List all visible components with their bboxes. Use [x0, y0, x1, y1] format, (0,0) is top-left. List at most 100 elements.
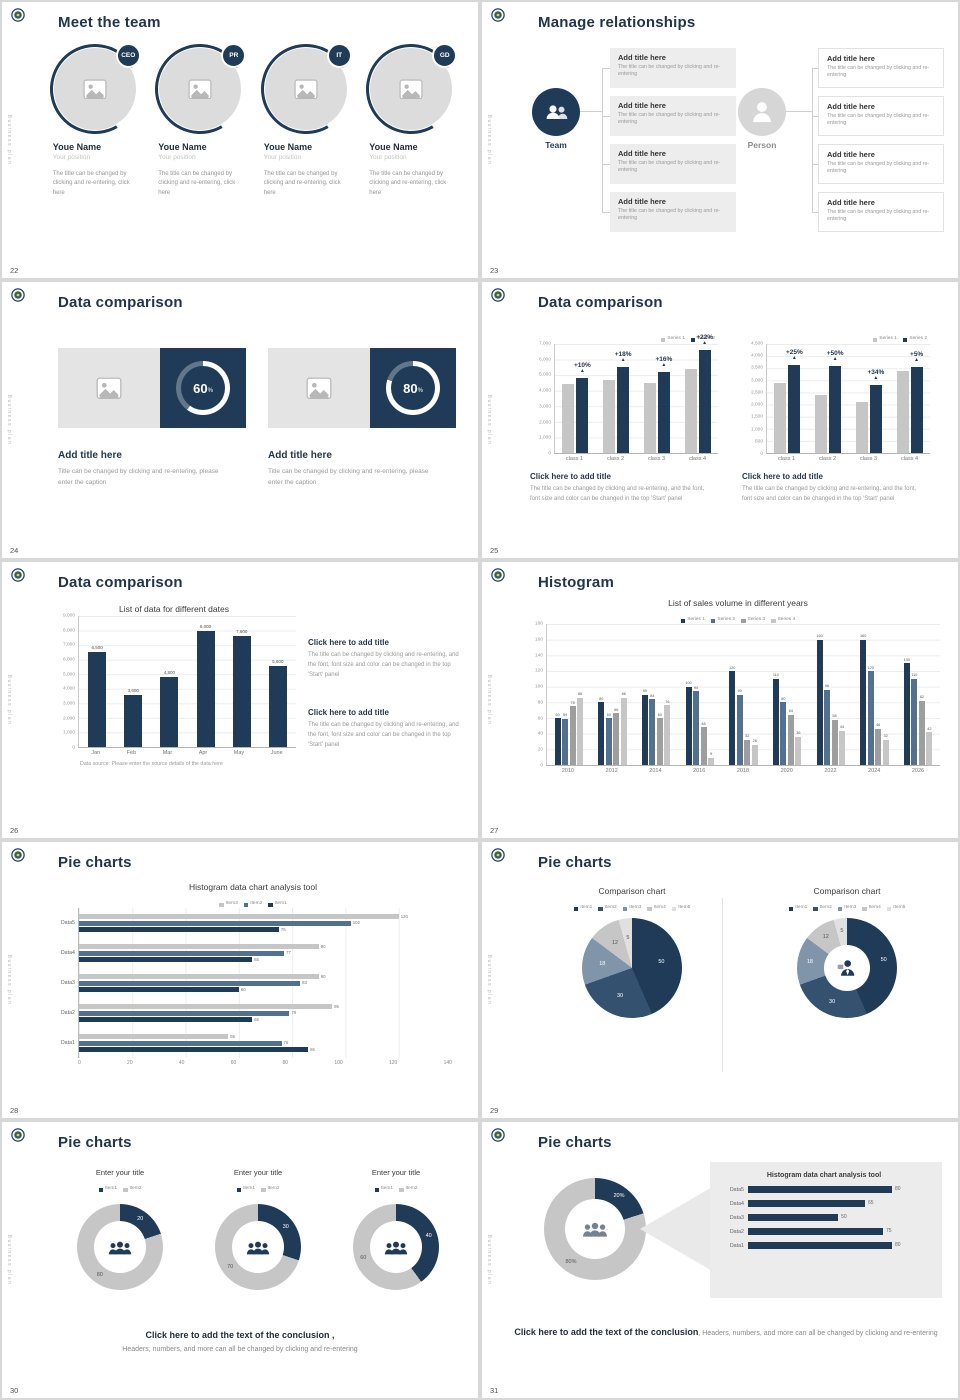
axis-tick: Data4	[60, 950, 75, 956]
slide-27[interactable]: Business plan Histogram List of sales vo…	[482, 562, 958, 838]
photo-placeholder[interactable]	[53, 48, 136, 130]
item-title: Add title here	[827, 198, 875, 207]
x-axis: 0 20 40 60 80 100 120 140	[78, 1058, 452, 1066]
axis-tick: 7,000	[62, 642, 75, 648]
slide-23[interactable]: Business plan Manage relationships Team …	[482, 2, 958, 278]
axis-tick: 80	[282, 1060, 289, 1066]
image-placeholder[interactable]	[268, 348, 370, 428]
legend-item: Item3	[219, 902, 238, 907]
school-logo-icon	[11, 288, 25, 302]
value-label: 56	[230, 1033, 235, 1039]
legend-item: Item3	[837, 906, 856, 911]
value-label: 60	[606, 712, 611, 717]
axis-tick: 9,000	[62, 613, 75, 619]
axis-tick: 100	[534, 684, 543, 690]
chart-title: Histogram data chart analysis tool	[766, 1172, 882, 1179]
member-position: Your position	[52, 154, 91, 161]
slide-title: Data comparison	[58, 294, 183, 311]
image-placeholder[interactable]	[58, 348, 160, 428]
relation-item[interactable]: Add title here The title can be changed b…	[610, 48, 736, 88]
axis-tick: 2,000	[750, 402, 763, 408]
value-label: 75	[280, 926, 286, 932]
axis-tick: class 3	[647, 456, 666, 462]
relation-item[interactable]: Add title here The title can be changed b…	[610, 96, 736, 136]
chart-title: Enter your title	[233, 1168, 283, 1177]
axis-tick: 100	[334, 1060, 343, 1066]
value-label: 60	[657, 712, 663, 717]
value-label: 4,800	[163, 670, 176, 676]
school-logo-icon	[11, 1128, 25, 1142]
value-label: 42	[927, 726, 932, 731]
axis-tick: 7,000	[538, 341, 551, 347]
value-label: 76	[283, 1040, 289, 1045]
relation-item[interactable]: Add title here The title can be changed b…	[610, 192, 736, 232]
axis-tick: 60	[537, 716, 543, 722]
value-label: 120	[867, 665, 874, 670]
school-logo-icon	[11, 8, 25, 22]
bar: 80	[748, 1186, 901, 1193]
axis-tick: 80	[537, 700, 543, 706]
chart-legend: Series 1 Series 2	[530, 330, 718, 346]
donut-chart: 50 30 18 12 5	[797, 918, 897, 1018]
axis-tick: 1,000	[62, 730, 75, 736]
member-name: Youe Name	[158, 142, 207, 152]
delta-label: +34% ▲	[867, 368, 885, 381]
bar: +50% ▲	[827, 350, 844, 453]
slice-label: 60	[360, 1254, 367, 1261]
axis-tick: 2,000	[62, 716, 75, 722]
relation-item[interactable]: Add title here The title can be changed b…	[610, 144, 736, 184]
legend-item: Item1	[573, 906, 592, 911]
slice-label: 40	[425, 1233, 432, 1240]
axis-tick: 1,000	[538, 435, 551, 441]
axis-tick: 2018	[736, 768, 750, 774]
grid-cell: Business plan Data comparison List of da…	[0, 560, 480, 840]
chart-legend: Item1 Item2 Item3 Item4 Item5	[530, 899, 734, 915]
item-body: The title can be changed by clicking and…	[827, 209, 930, 223]
slide-31[interactable]: Business plan Pie charts 20% 80% Histogra…	[482, 1122, 958, 1398]
legend-item: Item2	[123, 1187, 142, 1192]
relation-item[interactable]: Add title here The title can be changed b…	[818, 48, 944, 88]
bar: 59	[562, 713, 569, 765]
value-label: 65	[867, 1200, 874, 1206]
axis-tick: 4,000	[750, 353, 763, 359]
value-label: 80	[599, 696, 604, 701]
slide-29[interactable]: Business plan Pie charts Comparison char…	[482, 842, 958, 1118]
legend-item: Item5	[671, 906, 690, 911]
legend-item: Series 3	[741, 618, 765, 623]
team-member: GD Youe Name Your position The title can…	[356, 33, 467, 198]
relation-item[interactable]: Add title here The title can be changed b…	[818, 192, 944, 232]
x-axis: Jan Feb Mar Apr May June	[78, 748, 296, 756]
chart-title: List of data for different dates	[119, 604, 229, 614]
slide-28[interactable]: Business plan Pie charts Histogram data …	[2, 842, 478, 1118]
value-label: 95	[334, 1003, 339, 1009]
caption-title: Click here to add title	[742, 472, 823, 481]
value-label: 160	[816, 634, 823, 639]
slice-label: 20	[137, 1216, 144, 1223]
axis-tick: class 1	[777, 456, 796, 462]
value-label: 86	[577, 692, 583, 697]
bar: 8,000	[196, 624, 215, 747]
bar: 7,600	[232, 629, 251, 747]
slice-label: 30	[829, 999, 836, 1006]
value-label: 48	[701, 721, 706, 726]
bar-group: +25% ▲	[774, 344, 803, 453]
axis-tick: 5,000	[538, 372, 551, 378]
chart-title: Enter your title	[95, 1168, 145, 1177]
caption-title: Click here to add title	[530, 472, 611, 481]
axis-tick: 2,000	[538, 420, 551, 426]
legend-item: Series 2	[902, 337, 927, 342]
slide-22[interactable]: Business plan Meet the team CEO Youe Nam…	[2, 2, 478, 278]
relation-item[interactable]: Add title here The title can be changed b…	[818, 96, 944, 136]
slide-26[interactable]: Business plan Data comparison List of da…	[2, 562, 478, 838]
slide-title: Meet the team	[58, 14, 161, 31]
y-axis: 9,000 8,000 7,000 6,000 5,000 4,000 3,000 2,000…	[52, 613, 78, 751]
slide-30[interactable]: Business plan Pie charts Enter your titl…	[2, 1122, 478, 1398]
percent-unit: %	[207, 387, 213, 394]
relation-item[interactable]: Add title here The title can be changed b…	[818, 144, 944, 184]
axis-tick: 3,500	[750, 365, 763, 371]
slide-25[interactable]: Business plan Data comparison Series 1 Se…	[482, 282, 958, 558]
card-caption: Title can be changed by clicking and re-…	[58, 468, 219, 487]
chart-legend: Item1 Item2	[326, 1180, 466, 1196]
slide-24[interactable]: Business plan Data comparison 60% Add ti…	[2, 282, 478, 558]
bar-group: Data5 120 102 75	[61, 914, 452, 932]
